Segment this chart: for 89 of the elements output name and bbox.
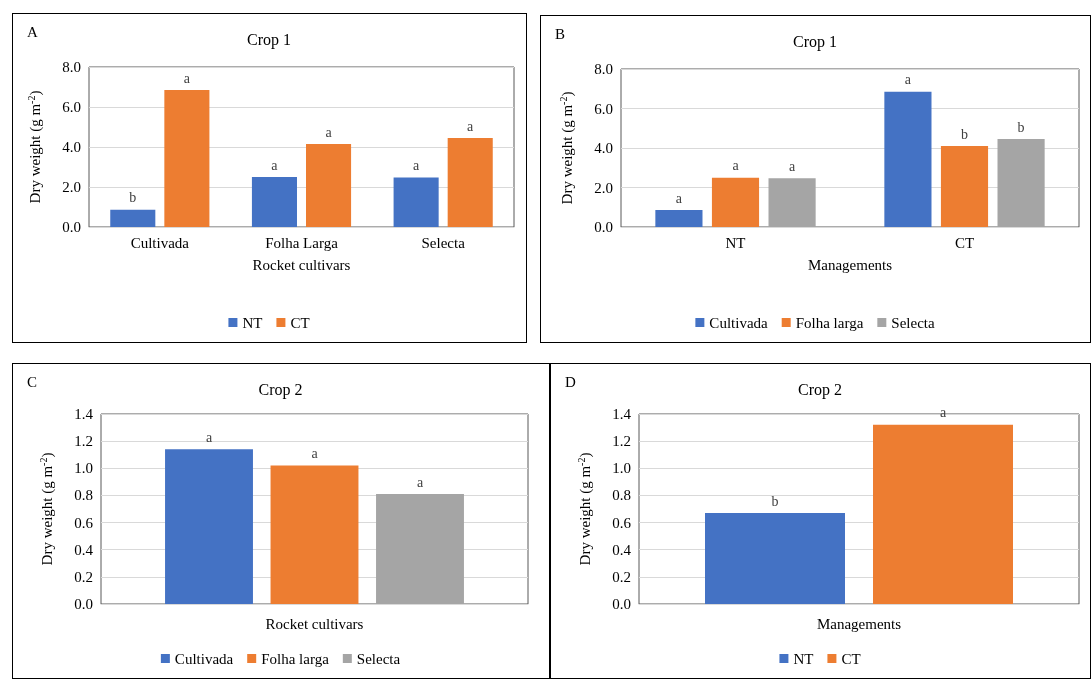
y-tick-label: 6.0 [594,100,613,117]
bar [940,146,989,227]
data-label: a [939,405,947,421]
y-axis-title: Dry weight (g m-2) [37,452,56,566]
y-tick-label: 0.6 [612,514,632,531]
y-tick-label: 0.6 [74,514,94,531]
y-tick-label: 0.8 [74,487,93,504]
data-label: a [675,190,683,206]
data-label: a [205,429,213,445]
y-tick-label: 4.0 [62,139,81,155]
y-tick-label: 1.4 [612,406,632,422]
x-tick-label: Folha Larga [265,234,339,251]
legend-label: NT [242,314,263,331]
legend-label: Selecta [891,314,935,331]
y-tick-label: 4.0 [594,140,613,156]
y-tick-label: 2.0 [62,179,81,195]
text: C [27,373,38,390]
legend-label: Cultivada [174,650,234,667]
bar [376,494,464,604]
bar [270,465,359,604]
data-label: b [1017,119,1025,135]
bar [110,209,156,227]
bar [165,449,253,604]
chart-title: Crop 1 [247,30,291,49]
y-tick-label: 1.2 [74,433,93,450]
bar [164,90,210,227]
y-tick-label: 0.4 [74,541,94,558]
bar [447,138,493,227]
chart-title: Crop 2 [798,380,842,399]
y-tick-label: 0.4 [612,541,632,558]
y-tick-label: 0.2 [74,568,93,585]
y-tick-label: 8.0 [62,59,81,75]
data-label: b [129,190,137,206]
bar [768,178,816,227]
y-tick-label: 0.0 [74,596,93,612]
data-label: a [183,70,191,86]
legend-label: Folha larga [261,650,330,667]
y-tick-label: 0.2 [612,568,631,585]
y-tick-label: 6.0 [62,99,81,115]
chart-title: Crop 1 [793,32,837,51]
x-tick-label: Selecta [421,234,466,251]
data-label: a [416,474,424,490]
y-tick-label: 0.0 [594,219,613,235]
x-tick-label: Cultivada [130,234,190,251]
x-axis-title: Managements [816,616,902,633]
x-tick-label: NT [725,234,746,251]
bar [655,210,703,227]
data-label: a [904,72,912,88]
bar [393,177,439,227]
data-label: a [325,124,333,140]
y-tick-label: 8.0 [594,61,613,77]
y-axis-title: Dry weight (g m-2) [557,91,576,205]
y-axis-title: Dry weight (g m-2) [25,90,44,204]
data-label: a [271,157,279,173]
legend-label: Cultivada [709,314,769,331]
y-tick-label: 1.0 [74,460,93,477]
y-tick-label: 2.0 [594,179,613,196]
legend-label: Folha larga [795,314,864,331]
chart-title: Crop 2 [258,380,303,399]
y-axis-title: Dry weight (g m-2) [575,452,594,566]
y-tick-label: 0.8 [612,487,631,504]
data-label: a [467,118,475,134]
text: D [565,373,576,390]
y-tick-label: 1.4 [74,406,94,422]
y-tick-label: 0.0 [612,596,631,612]
y-tick-label: 1.0 [612,460,631,477]
bar [711,177,760,227]
text: A [27,23,38,40]
data-label: a [413,158,421,174]
legend-label: Selecta [356,650,401,667]
x-axis-title: Managements [807,256,893,273]
data-label: a [732,158,740,174]
y-tick-label: 0.0 [62,219,81,235]
legend-label: NT [793,650,814,667]
data-label: a [788,158,796,174]
data-label: a [311,446,319,462]
x-tick-label: CT [954,234,975,251]
data-label: b [961,126,968,142]
bar [997,139,1045,227]
bar [884,91,932,227]
y-tick-label: 1.2 [612,433,631,450]
legend-label: CT [290,314,310,331]
data-label: b [771,493,779,509]
x-axis-title: Rocket cultivars [252,256,351,273]
bar [251,177,297,227]
text: B [555,25,566,42]
legend-label: CT [841,650,861,667]
x-axis-title: Rocket cultivars [265,616,364,633]
bar [306,144,352,227]
